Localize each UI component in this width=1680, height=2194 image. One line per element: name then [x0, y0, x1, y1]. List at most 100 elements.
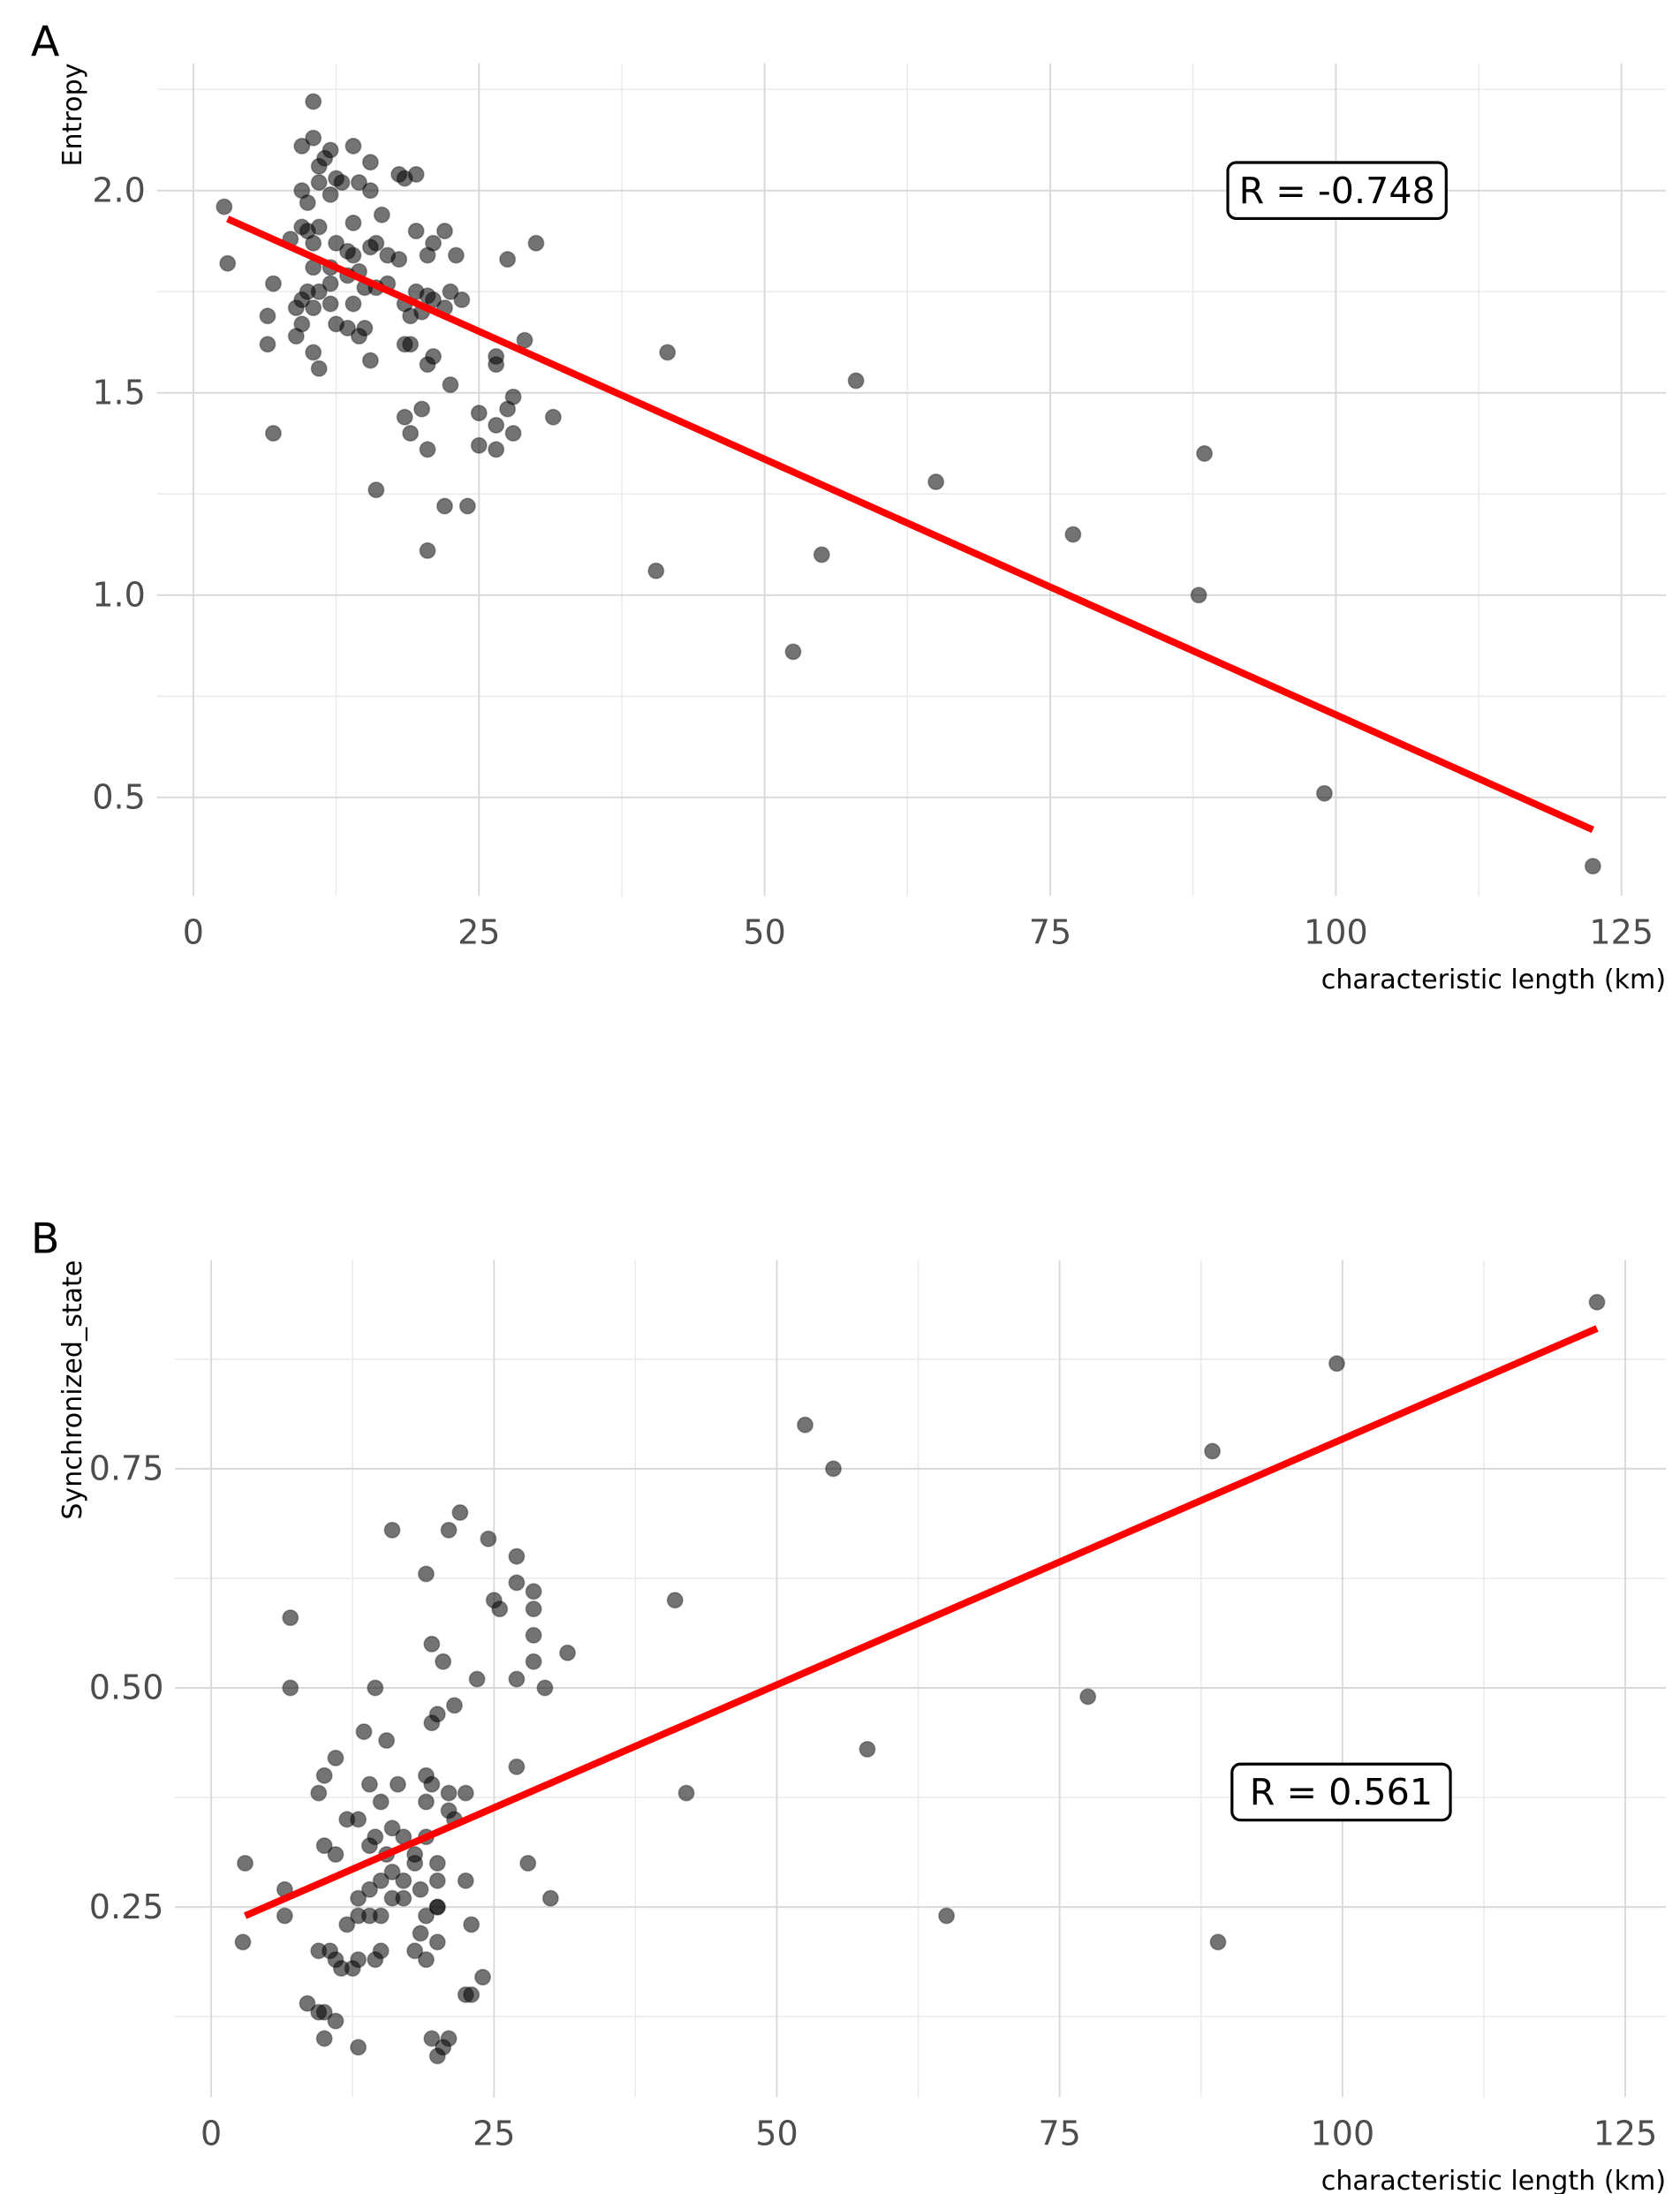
point: [327, 2012, 344, 2030]
point: [407, 223, 425, 240]
point: [499, 400, 517, 418]
point: [372, 1872, 390, 1889]
annotation-box: [1230, 1762, 1452, 1822]
point: [508, 1670, 526, 1688]
point: [1588, 1293, 1606, 1311]
x-tick-label: 100: [1311, 2114, 1375, 2152]
point: [338, 1811, 356, 1828]
point: [488, 416, 505, 434]
point: [428, 1898, 446, 1916]
point: [299, 1994, 316, 2012]
point: [473, 1969, 491, 1986]
point: [423, 1775, 441, 1793]
point: [305, 234, 322, 252]
point: [1315, 784, 1333, 802]
y-tick-label: 0.5: [92, 777, 145, 816]
fit-line: [226, 216, 1594, 834]
point: [440, 2030, 458, 2047]
point: [423, 1635, 441, 1653]
point: [259, 307, 276, 325]
point: [519, 1854, 537, 1872]
point: [322, 185, 339, 203]
point: [361, 182, 379, 200]
point: [938, 1907, 956, 1925]
y-tick-label: 0.50: [89, 1668, 164, 1707]
point: [447, 246, 465, 264]
point: [480, 1530, 497, 1547]
point: [310, 218, 328, 236]
x-tick-label: 75: [1029, 912, 1071, 951]
point: [287, 299, 305, 317]
y-tick-label: 2.0: [92, 170, 145, 209]
point: [305, 344, 322, 361]
x-tick-label: 25: [473, 2114, 515, 2152]
point: [367, 481, 385, 499]
x-tick-label: 50: [743, 912, 785, 951]
point: [305, 93, 322, 110]
point: [499, 251, 517, 269]
x-tick-label: 100: [1304, 912, 1368, 951]
point: [406, 1942, 424, 1960]
point: [451, 1503, 469, 1522]
point: [378, 1732, 396, 1750]
point: [328, 170, 345, 187]
point: [417, 1907, 435, 1925]
point: [425, 348, 443, 366]
point: [442, 283, 459, 300]
point: [372, 1793, 390, 1811]
point: [344, 137, 362, 155]
point: [463, 1916, 481, 1933]
point: [796, 1416, 814, 1434]
point: [453, 291, 471, 308]
point: [406, 1846, 424, 1864]
point: [293, 137, 311, 155]
point: [310, 174, 328, 192]
point: [442, 376, 459, 394]
point: [445, 1697, 463, 1714]
y-axis-title: Synchronized_state: [57, 1260, 88, 1520]
point: [559, 1644, 577, 1661]
point: [350, 2039, 367, 2056]
y-tick-label: 0.75: [89, 1449, 164, 1488]
point: [361, 154, 379, 171]
point: [428, 1933, 446, 1951]
point: [383, 1863, 401, 1880]
point: [516, 331, 534, 349]
point: [276, 1907, 293, 1925]
x-tick-label: 75: [1038, 2114, 1080, 2152]
point: [428, 1854, 446, 1872]
point: [647, 562, 665, 579]
point: [322, 295, 339, 313]
point: [282, 1679, 299, 1697]
point: [435, 497, 453, 515]
point: [299, 193, 316, 212]
point: [305, 299, 322, 317]
panel: 0 25 50 75 100 125 0.25 0.50 0.75 BSynchronized_s…: [31, 1215, 1666, 2194]
y-tick-label: 1.0: [92, 575, 145, 614]
point: [396, 336, 413, 353]
point: [350, 174, 367, 192]
point: [468, 1670, 486, 1688]
point: [457, 1784, 474, 1802]
point: [360, 1837, 378, 1855]
point: [287, 328, 305, 345]
annotation: R = 0.561: [1250, 1771, 1433, 1813]
point: [396, 408, 413, 426]
x-axis-title: characteristic length (km): [1321, 965, 1666, 995]
x-tick-label: 125: [1589, 912, 1654, 951]
point: [813, 546, 830, 564]
point: [355, 1723, 373, 1741]
point: [344, 295, 362, 313]
point: [417, 1565, 435, 1583]
annotation-box: [1226, 161, 1448, 220]
y-tick-label: 1.5: [92, 373, 145, 412]
point: [322, 275, 339, 292]
x-axis-title: characteristic length (km): [1321, 2166, 1666, 2194]
panel-letter: B: [31, 1215, 60, 1264]
point: [310, 1784, 328, 1802]
point: [395, 1872, 412, 1889]
point: [315, 2030, 333, 2047]
point: [412, 1880, 429, 1898]
point: [508, 1758, 526, 1775]
